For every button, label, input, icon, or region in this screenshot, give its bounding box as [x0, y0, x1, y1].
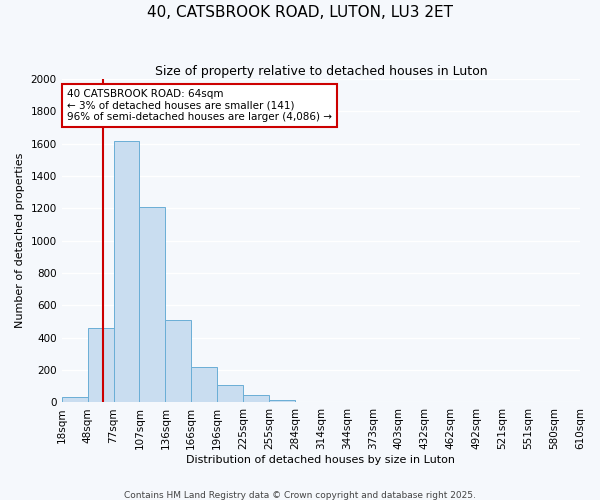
Text: 40, CATSBROOK ROAD, LUTON, LU3 2ET: 40, CATSBROOK ROAD, LUTON, LU3 2ET	[147, 5, 453, 20]
Text: 40 CATSBROOK ROAD: 64sqm
← 3% of detached houses are smaller (141)
96% of semi-d: 40 CATSBROOK ROAD: 64sqm ← 3% of detache…	[67, 89, 332, 122]
X-axis label: Distribution of detached houses by size in Luton: Distribution of detached houses by size …	[187, 455, 455, 465]
Bar	[113, 140, 139, 402]
Title: Size of property relative to detached houses in Luton: Size of property relative to detached ho…	[155, 65, 487, 78]
Bar	[88, 328, 113, 402]
Bar	[269, 400, 295, 402]
Bar	[243, 395, 269, 402]
Bar	[217, 384, 243, 402]
Bar	[139, 207, 166, 402]
Bar	[191, 367, 217, 402]
Bar	[62, 397, 88, 402]
Text: Contains HM Land Registry data © Crown copyright and database right 2025.: Contains HM Land Registry data © Crown c…	[124, 490, 476, 500]
Y-axis label: Number of detached properties: Number of detached properties	[15, 153, 25, 328]
Bar	[166, 320, 191, 402]
